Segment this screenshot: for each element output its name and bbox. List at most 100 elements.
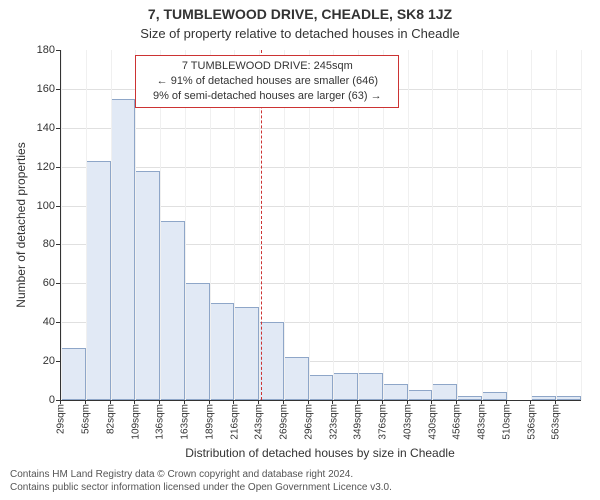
x-axis-label: Distribution of detached houses by size …	[60, 446, 580, 460]
gridline	[61, 128, 581, 129]
footer-line-2: Contains public sector information licen…	[10, 482, 392, 495]
x-tick-label: 456sqm	[452, 404, 463, 440]
y-tick-mark	[56, 361, 60, 362]
x-tick-label: 269sqm	[279, 404, 290, 440]
x-tick-label: 376sqm	[378, 404, 389, 440]
x-tick-mark	[481, 400, 482, 404]
gridline	[482, 50, 483, 400]
x-tick-mark	[506, 400, 507, 404]
x-tick-label: 403sqm	[402, 404, 413, 440]
y-tick-mark	[56, 283, 60, 284]
y-tick-label: 40	[15, 316, 55, 328]
gridline	[111, 50, 112, 400]
y-tick-mark	[56, 128, 60, 129]
subtitle: Size of property relative to detached ho…	[0, 26, 600, 41]
gridline	[531, 50, 532, 400]
annotation-line-3: 9% of semi-detached houses are larger (6…	[142, 89, 392, 104]
annotation-line-2: ← 91% of detached houses are smaller (64…	[142, 74, 392, 89]
histogram-bar	[358, 373, 383, 400]
histogram-bar	[408, 390, 433, 400]
footer-line-1: Contains HM Land Registry data © Crown c…	[10, 469, 392, 482]
gridline	[408, 50, 409, 400]
y-tick-mark	[56, 89, 60, 90]
x-tick-label: 163sqm	[180, 404, 191, 440]
gridline	[61, 50, 62, 400]
histogram-bar	[61, 348, 86, 401]
y-tick-label: 100	[15, 200, 55, 212]
x-tick-mark	[283, 400, 284, 404]
x-tick-mark	[357, 400, 358, 404]
x-tick-label: 483sqm	[477, 404, 488, 440]
y-tick-label: 20	[15, 355, 55, 367]
y-tick-label: 0	[15, 394, 55, 406]
x-tick-mark	[407, 400, 408, 404]
histogram-bar	[284, 357, 309, 400]
y-tick-label: 60	[15, 277, 55, 289]
y-tick-mark	[56, 206, 60, 207]
y-axis-label-wrap: Number of detached properties	[14, 50, 28, 400]
x-tick-mark	[60, 400, 61, 404]
x-tick-mark	[209, 400, 210, 404]
x-tick-label: 430sqm	[427, 404, 438, 440]
x-tick-label: 323sqm	[328, 404, 339, 440]
histogram-bar	[234, 307, 259, 400]
histogram-bar	[482, 392, 507, 400]
gridline	[61, 167, 581, 168]
y-tick-label: 120	[15, 161, 55, 173]
gridline	[457, 50, 458, 400]
x-tick-mark	[456, 400, 457, 404]
x-tick-label: 82sqm	[105, 404, 116, 434]
x-tick-label: 243sqm	[254, 404, 265, 440]
x-tick-mark	[134, 400, 135, 404]
x-tick-label: 216sqm	[229, 404, 240, 440]
x-tick-mark	[85, 400, 86, 404]
histogram-bar	[86, 161, 111, 400]
gridline	[432, 50, 433, 400]
x-tick-mark	[233, 400, 234, 404]
annotation-line-1: 7 TUMBLEWOOD DRIVE: 245sqm	[142, 59, 392, 74]
histogram-bar	[333, 373, 358, 400]
y-tick-label: 140	[15, 122, 55, 134]
y-tick-label: 160	[15, 83, 55, 95]
x-tick-label: 296sqm	[303, 404, 314, 440]
x-tick-mark	[530, 400, 531, 404]
x-tick-mark	[258, 400, 259, 404]
x-tick-mark	[159, 400, 160, 404]
histogram-bar	[111, 99, 136, 400]
y-tick-mark	[56, 322, 60, 323]
histogram-bar	[210, 303, 235, 400]
histogram-bar	[259, 322, 284, 400]
x-tick-label: 510sqm	[501, 404, 512, 440]
chart-container: 7, TUMBLEWOOD DRIVE, CHEADLE, SK8 1JZ Si…	[0, 0, 600, 500]
reference-annotation: 7 TUMBLEWOOD DRIVE: 245sqm ← 91% of deta…	[135, 55, 399, 108]
x-tick-label: 136sqm	[155, 404, 166, 440]
x-tick-mark	[308, 400, 309, 404]
y-tick-label: 180	[15, 44, 55, 56]
histogram-bar	[309, 375, 334, 400]
y-tick-mark	[56, 167, 60, 168]
x-tick-mark	[184, 400, 185, 404]
histogram-bar	[556, 396, 581, 400]
histogram-bar	[160, 221, 185, 400]
gridline	[86, 50, 87, 400]
x-tick-mark	[332, 400, 333, 404]
x-tick-label: 56sqm	[81, 404, 92, 434]
attribution-footer: Contains HM Land Registry data © Crown c…	[10, 469, 392, 494]
x-tick-label: 189sqm	[204, 404, 215, 440]
x-tick-label: 563sqm	[551, 404, 562, 440]
y-tick-mark	[56, 244, 60, 245]
y-tick-mark	[56, 50, 60, 51]
x-tick-mark	[110, 400, 111, 404]
histogram-bar	[531, 396, 556, 400]
x-tick-label: 349sqm	[353, 404, 364, 440]
gridline	[581, 50, 582, 400]
histogram-bar	[457, 396, 482, 400]
gridline	[507, 50, 508, 400]
x-tick-label: 29sqm	[56, 404, 67, 434]
histogram-bar	[135, 171, 160, 400]
histogram-bar	[383, 384, 408, 400]
x-tick-mark	[382, 400, 383, 404]
x-tick-label: 536sqm	[526, 404, 537, 440]
x-tick-mark	[555, 400, 556, 404]
histogram-bar	[185, 283, 210, 400]
